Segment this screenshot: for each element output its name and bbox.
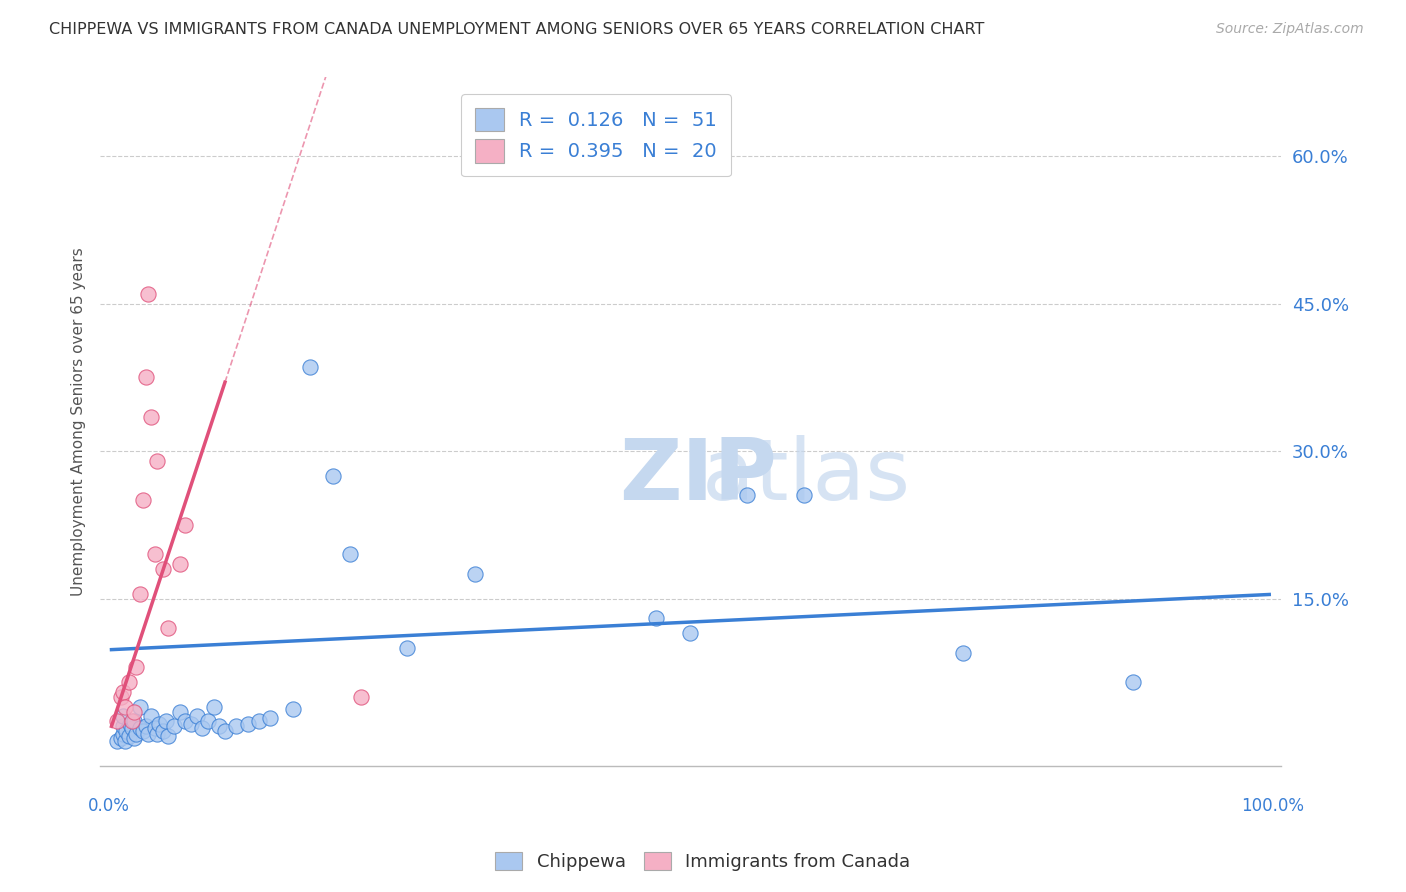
Point bbox=[105, 714, 128, 729]
Point bbox=[735, 488, 758, 502]
Point bbox=[322, 468, 344, 483]
Point bbox=[197, 714, 219, 729]
Point bbox=[464, 566, 486, 581]
Point bbox=[105, 734, 128, 748]
Point bbox=[259, 711, 281, 725]
Point bbox=[350, 690, 373, 704]
Point bbox=[148, 717, 170, 731]
Text: atlas: atlas bbox=[620, 435, 910, 518]
Point bbox=[146, 727, 169, 741]
Point bbox=[132, 493, 155, 508]
Point bbox=[157, 729, 180, 743]
Point bbox=[191, 721, 214, 735]
Point bbox=[118, 717, 141, 731]
Point bbox=[128, 586, 150, 600]
Point bbox=[128, 721, 150, 735]
Point bbox=[136, 286, 159, 301]
Point bbox=[186, 709, 208, 723]
Point bbox=[132, 724, 155, 739]
Point bbox=[793, 488, 815, 502]
Point bbox=[135, 370, 157, 384]
Text: ZIP: ZIP bbox=[620, 435, 778, 518]
Point bbox=[152, 562, 174, 576]
Point bbox=[135, 719, 157, 733]
Point bbox=[121, 721, 143, 735]
Point bbox=[146, 454, 169, 468]
Point bbox=[395, 640, 418, 655]
Point bbox=[174, 517, 197, 532]
Point bbox=[110, 731, 132, 745]
Point bbox=[121, 714, 143, 729]
Legend: R =  0.126   N =  51, R =  0.395   N =  20: R = 0.126 N = 51, R = 0.395 N = 20 bbox=[461, 94, 731, 177]
Point bbox=[169, 557, 191, 571]
Legend: Chippewa, Immigrants from Canada: Chippewa, Immigrants from Canada bbox=[488, 845, 918, 879]
Point bbox=[115, 724, 138, 739]
Point bbox=[143, 721, 166, 735]
Point bbox=[157, 621, 180, 635]
Point bbox=[136, 727, 159, 741]
Point bbox=[169, 705, 191, 719]
Point bbox=[122, 731, 145, 745]
Point bbox=[180, 717, 202, 731]
Point bbox=[202, 699, 225, 714]
Point bbox=[114, 734, 136, 748]
Text: CHIPPEWA VS IMMIGRANTS FROM CANADA UNEMPLOYMENT AMONG SENIORS OVER 65 YEARS CORR: CHIPPEWA VS IMMIGRANTS FROM CANADA UNEMP… bbox=[49, 22, 984, 37]
Text: 0.0%: 0.0% bbox=[89, 797, 131, 814]
Text: Source: ZipAtlas.com: Source: ZipAtlas.com bbox=[1216, 22, 1364, 37]
Point bbox=[155, 714, 177, 729]
Point bbox=[225, 719, 247, 733]
Point bbox=[163, 719, 186, 733]
Point bbox=[110, 690, 132, 704]
Point bbox=[208, 719, 231, 733]
Text: 100.0%: 100.0% bbox=[1241, 797, 1305, 814]
Point bbox=[122, 705, 145, 719]
Point bbox=[645, 611, 668, 625]
Point bbox=[247, 714, 270, 729]
Point bbox=[952, 646, 974, 660]
Point bbox=[679, 626, 702, 640]
Point bbox=[111, 685, 134, 699]
Point bbox=[117, 729, 139, 743]
Point bbox=[117, 675, 139, 690]
Point bbox=[125, 727, 148, 741]
Point bbox=[141, 709, 163, 723]
Point bbox=[214, 724, 236, 739]
Y-axis label: Unemployment Among Seniors over 65 years: Unemployment Among Seniors over 65 years bbox=[72, 247, 86, 596]
Point bbox=[1122, 675, 1144, 690]
Point bbox=[299, 360, 322, 375]
Point bbox=[125, 660, 148, 674]
Point bbox=[174, 714, 197, 729]
Point bbox=[141, 409, 163, 424]
Point bbox=[111, 727, 134, 741]
Point bbox=[152, 724, 174, 739]
Point bbox=[281, 701, 304, 715]
Point bbox=[339, 547, 361, 561]
Point bbox=[114, 699, 136, 714]
Point bbox=[143, 547, 166, 561]
Point bbox=[122, 714, 145, 729]
Point bbox=[236, 717, 259, 731]
Point bbox=[111, 709, 134, 723]
Point bbox=[111, 719, 134, 733]
Point bbox=[128, 699, 150, 714]
